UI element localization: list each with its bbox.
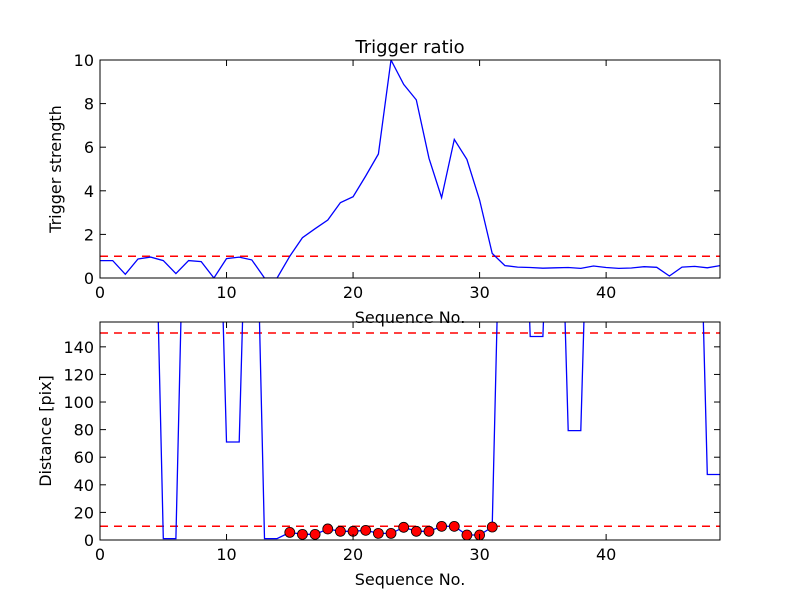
top-chart-title: Trigger ratio	[354, 37, 464, 58]
bottom-x-tick-label: 0	[95, 545, 105, 564]
top-chart-ylabel: Trigger strength	[46, 105, 65, 234]
bottom-y-tick-label: 120	[63, 365, 94, 384]
top-y-tick-label: 2	[84, 225, 94, 244]
bottom-marker-point	[360, 524, 372, 536]
bottom-marker-point	[372, 527, 384, 539]
bottom-marker-point	[385, 527, 397, 539]
top-x-tick-label: 20	[343, 283, 363, 302]
bottom-chart: 0 10 20 30 40 0 20 40 60 80 100 120 140	[63, 321, 721, 564]
bottom-x-tick-label: 40	[596, 545, 616, 564]
bottom-x-tick-label: 20	[343, 545, 363, 564]
top-x-tick-label: 10	[216, 283, 236, 302]
top-y-tick-label: 10	[74, 51, 94, 70]
top-y-tick-label: 4	[84, 182, 94, 201]
bottom-y-tick-label: 140	[63, 338, 94, 357]
bottom-marker-point	[309, 528, 321, 540]
bottom-y-tick-label: 20	[74, 503, 94, 522]
bottom-x-tick-label: 10	[216, 545, 236, 564]
bottom-marker-point	[448, 520, 460, 532]
bottom-chart-ylabel: Distance [pix]	[36, 375, 55, 487]
bottom-plot-area	[100, 322, 720, 540]
bottom-y-tick-label: 100	[63, 393, 94, 412]
top-chart-xlabel: Sequence No.	[355, 308, 466, 327]
bottom-marker-point	[436, 520, 448, 532]
bottom-marker-point	[398, 521, 410, 533]
top-trigger-line	[100, 60, 720, 278]
top-x-tick-label: 0	[95, 283, 105, 302]
bottom-marker-point	[410, 525, 422, 537]
bottom-y-tick-label: 40	[74, 476, 94, 495]
bottom-marker-point	[297, 528, 308, 540]
bottom-axes-frame	[99, 321, 721, 541]
bottom-marker-point	[486, 521, 498, 533]
top-x-tick-label: 30	[469, 283, 489, 302]
bottom-y-tick-label: 80	[74, 421, 94, 440]
top-x-tick-label: 40	[596, 283, 616, 302]
top-chart: 0 10 20 30 40 0 2 4 6 8 10	[74, 51, 721, 302]
top-y-tick-label: 0	[84, 269, 94, 288]
top-y-tick-label: 6	[84, 138, 94, 157]
top-plot-area	[100, 60, 720, 278]
bottom-distance-line	[157, 322, 720, 540]
bottom-chart-xlabel: Sequence No.	[355, 570, 466, 589]
bottom-marker-point	[461, 529, 473, 540]
bottom-marker-point	[335, 525, 346, 537]
bottom-y-tick-label: 60	[74, 448, 94, 467]
bottom-marker-point	[322, 523, 334, 535]
bottom-marker-point	[284, 527, 296, 538]
bottom-y-tick-label: 0	[84, 531, 94, 550]
bottom-x-tick-label: 30	[469, 545, 489, 564]
bottom-marker-point	[423, 525, 435, 537]
top-y-tick-label: 8	[84, 95, 94, 114]
top-axes-frame	[99, 59, 721, 279]
